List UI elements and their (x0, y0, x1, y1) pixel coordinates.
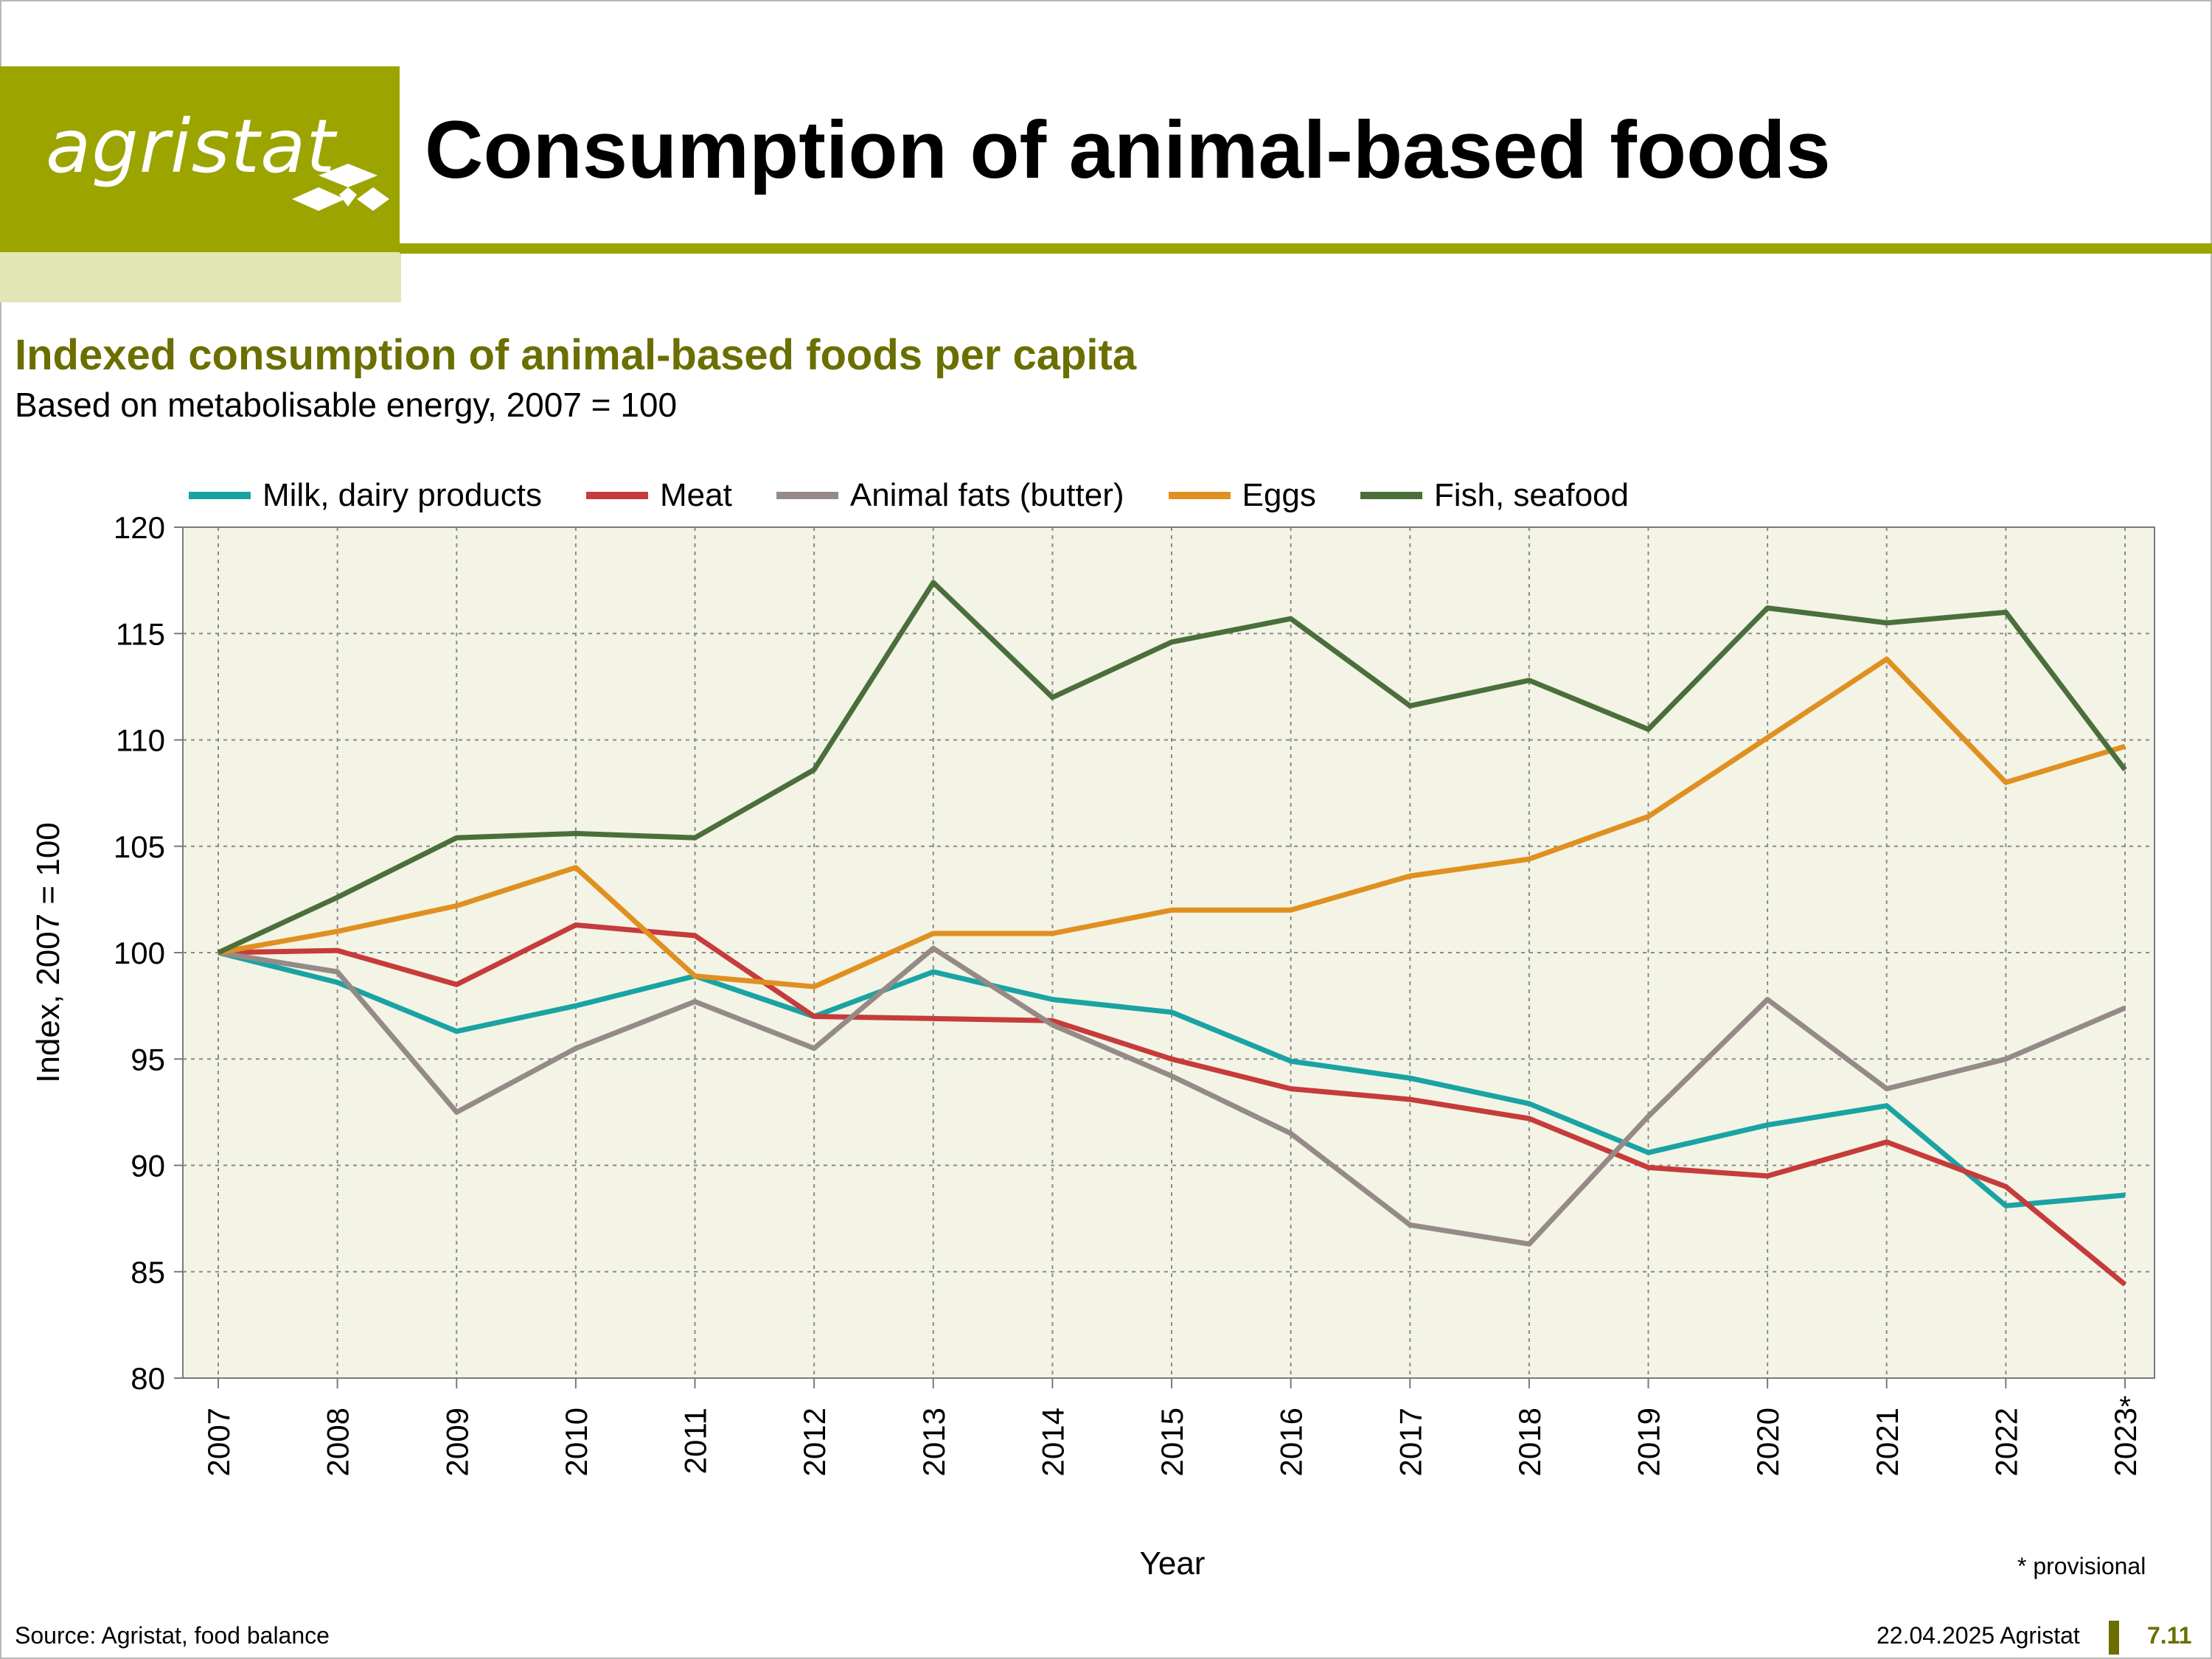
y-tick-label: 95 (131, 1042, 165, 1077)
series-line-2 (218, 945, 2126, 1247)
x-tick-label: 2009 (439, 1408, 474, 1476)
legend-item-meat: Meat (586, 477, 732, 514)
y-tick-label: 85 (131, 1255, 165, 1290)
x-tick-label: 2011 (678, 1408, 713, 1474)
plot-area (183, 527, 2154, 1378)
legend-label-fish: Fish, seafood (1433, 477, 1629, 513)
plot-border (182, 526, 2155, 1379)
y-tick-label: 105 (114, 830, 165, 864)
series-line-0 (218, 950, 2126, 1208)
legend-label-milk: Milk, dairy products (262, 477, 543, 513)
x-tick-label: 2022 (1989, 1408, 2023, 1476)
footer-divider (2109, 1621, 2119, 1655)
x-axis-label: Year (1140, 1545, 1206, 1582)
legend-swatch-eggs (1168, 492, 1231, 499)
x-tick-label: 2018 (1512, 1408, 1547, 1476)
legend-item-animal-fats: Animal fats (butter) (776, 477, 1124, 514)
x-tick-label: 2015 (1155, 1408, 1189, 1476)
y-axis-label: Index, 2007 = 100 (30, 822, 66, 1083)
legend-item-milk: Milk, dairy products (189, 477, 542, 514)
x-tick-label: 2013 (917, 1408, 951, 1476)
chart-title: Indexed consumption of animal-based food… (15, 331, 1137, 379)
logo-diamond-icon (292, 164, 389, 211)
x-tick-label: 2007 (201, 1408, 236, 1476)
y-tick-label: 100 (114, 936, 165, 970)
x-tick-label: 2012 (797, 1408, 832, 1476)
logo-panel (0, 66, 400, 252)
chart-subtitle: Based on metabolisable energy, 2007 = 10… (15, 386, 678, 424)
y-tick-label: 110 (116, 723, 165, 758)
footnote-provisional: * provisional (2017, 1553, 2146, 1579)
legend-label-meat: Meat (660, 477, 732, 513)
footer-date: 22.04.2025 Agristat (1877, 1622, 2080, 1649)
legend-swatch-fish (1360, 492, 1422, 499)
y-tick-label: 120 (114, 510, 165, 545)
legend-item-eggs: Eggs (1168, 477, 1316, 514)
legend-label-animal-fats: Animal fats (butter) (849, 477, 1124, 513)
x-tick-label: 2010 (559, 1408, 594, 1476)
header-rule (400, 243, 2212, 254)
series-line-4 (217, 580, 2127, 956)
page-title: Consumption of animal-based foods (425, 105, 1831, 195)
x-tick-label: 2021 (1870, 1408, 1905, 1476)
legend-swatch-meat (586, 492, 649, 499)
series-line-3 (218, 656, 2126, 990)
y-tick-label: 90 (131, 1149, 165, 1183)
x-tick-label: 2014 (1035, 1408, 1070, 1476)
legend-label-eggs: Eggs (1242, 477, 1316, 513)
x-tick-label: 2008 (321, 1408, 355, 1476)
series-line-1 (218, 922, 2127, 1287)
chart-legend: Milk, dairy products Meat Animal fats (b… (189, 473, 1673, 518)
page-number: 7.11 (2147, 1622, 2192, 1649)
x-tick-label: 2019 (1632, 1408, 1666, 1476)
y-tick-label: 80 (131, 1361, 165, 1396)
x-tick-label: 2016 (1274, 1408, 1309, 1476)
y-tick-label: 115 (116, 616, 165, 651)
legend-item-fish: Fish, seafood (1360, 477, 1629, 514)
logo-panel-accent (0, 252, 401, 302)
logo-wordmark: agristat (46, 103, 336, 189)
footer-source: Source: Agristat, food balance (15, 1622, 330, 1649)
x-tick-marker: * (2119, 1391, 2131, 1423)
x-tick-label: 2017 (1393, 1408, 1427, 1476)
x-tick-label: 2023 (2108, 1408, 2143, 1476)
legend-swatch-milk (189, 492, 251, 499)
x-tick-label: 2020 (1750, 1408, 1785, 1476)
legend-swatch-animal-fats (776, 492, 838, 499)
